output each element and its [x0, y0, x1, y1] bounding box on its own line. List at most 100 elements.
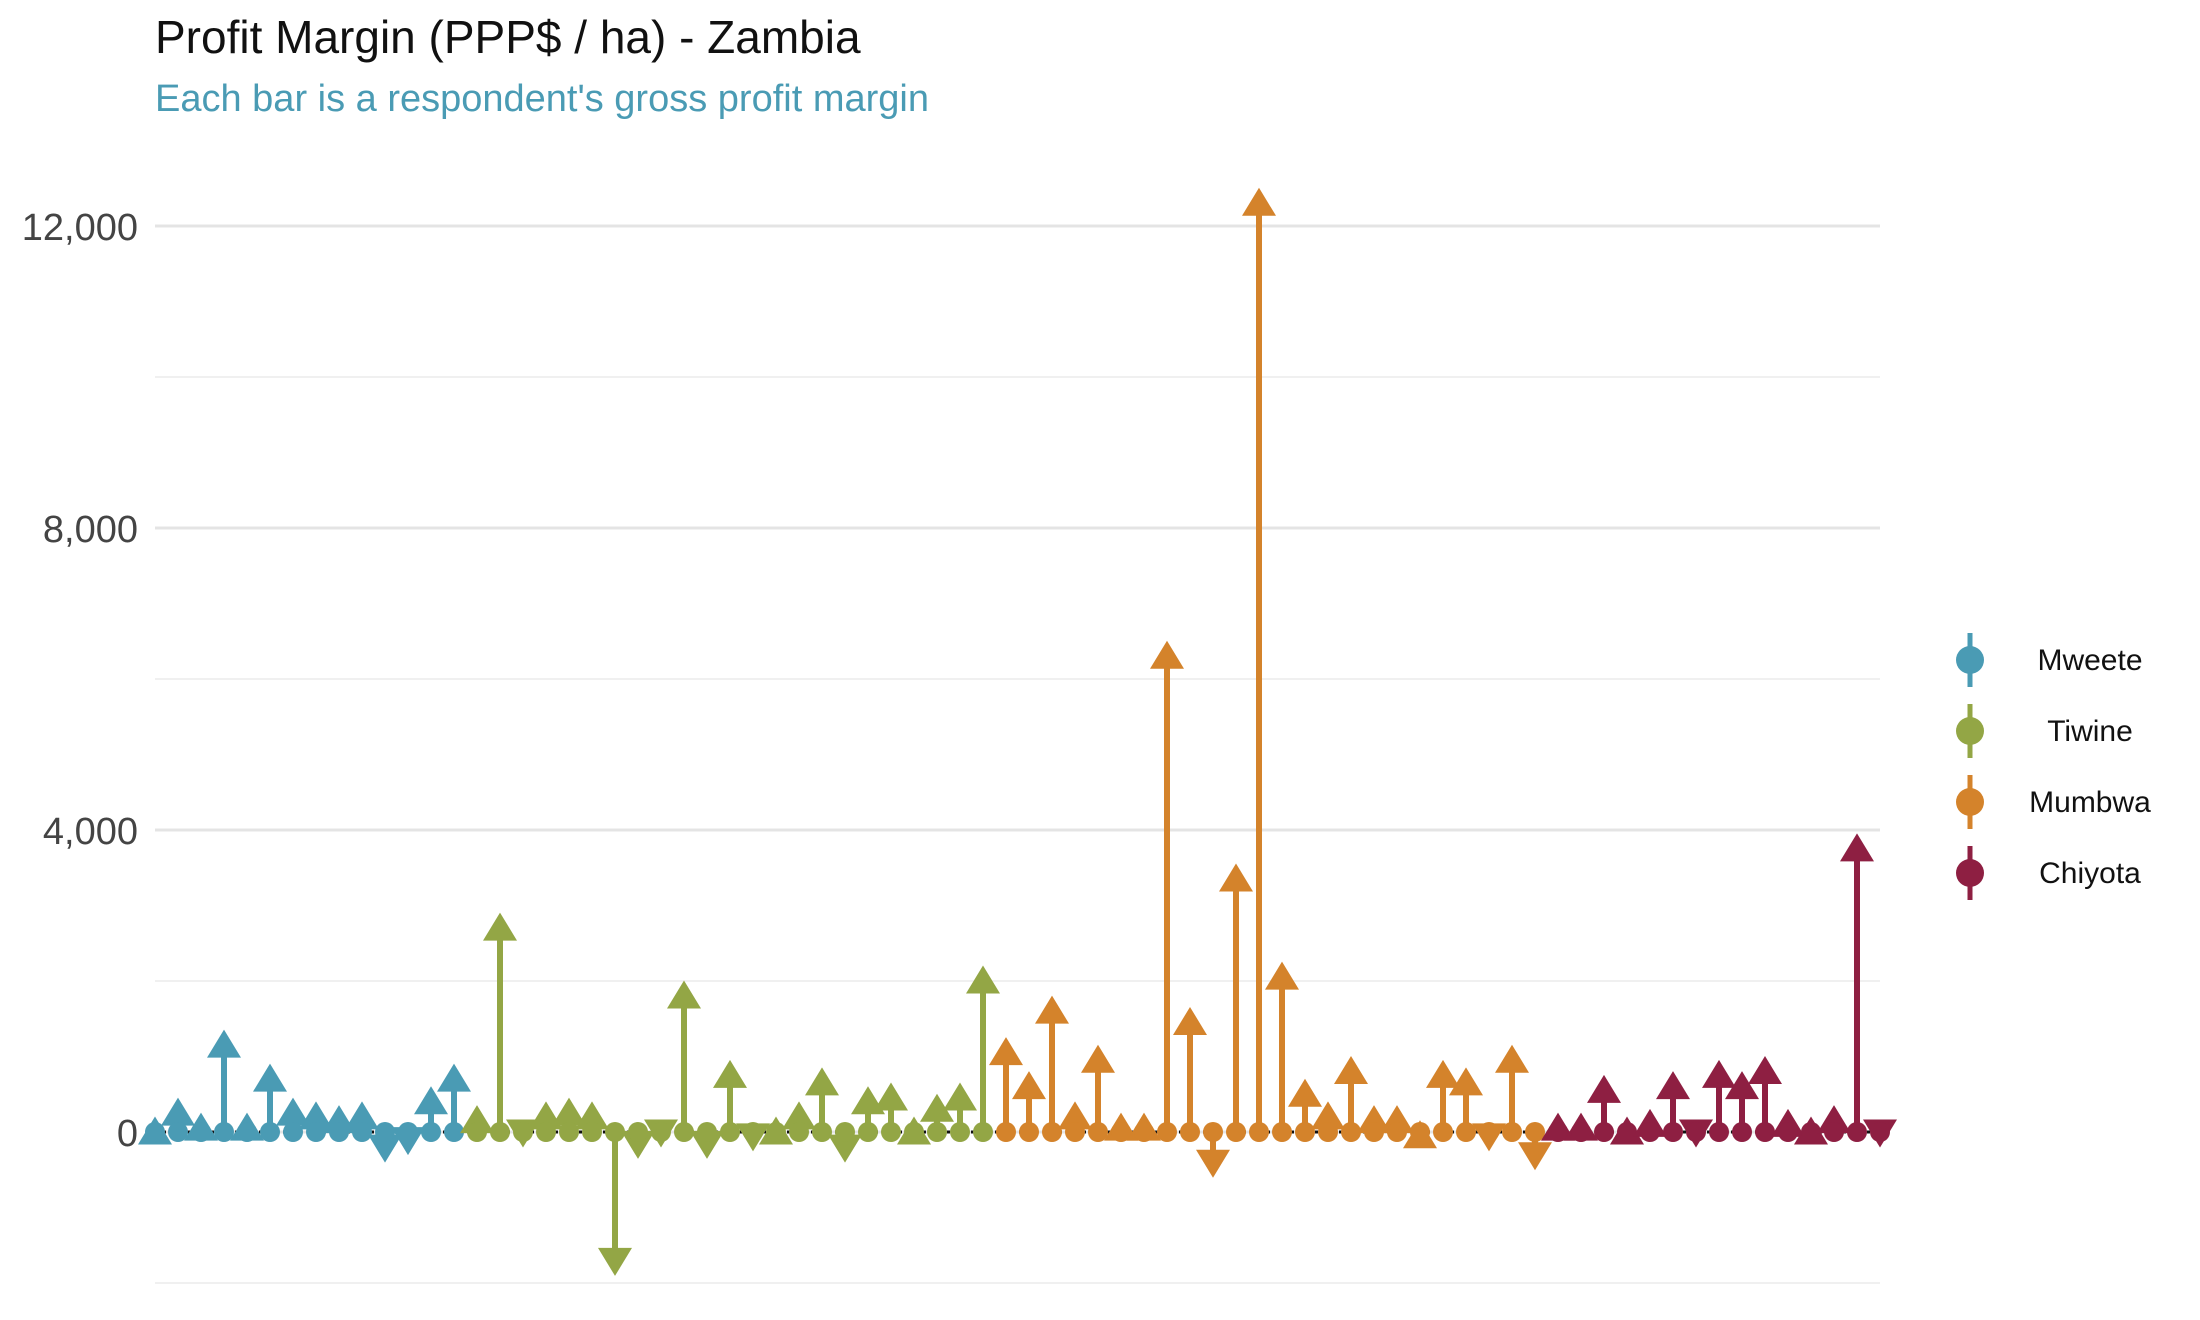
- bar-tiwine: [943, 1082, 977, 1142]
- bar-base-point: [1548, 1122, 1568, 1142]
- bar-tiwine: [736, 1122, 770, 1152]
- bar-mumbwa: [1449, 1067, 1483, 1142]
- bar-arrowhead: [989, 1037, 1023, 1066]
- legend-key: [1956, 775, 1984, 829]
- bar-base-point: [306, 1122, 326, 1142]
- bar-arrowhead: [1081, 1044, 1115, 1073]
- bar-base-point: [1571, 1122, 1591, 1142]
- bar-base-point: [398, 1122, 418, 1142]
- bar-mweete: [368, 1122, 402, 1163]
- bar-tiwine: [598, 1122, 632, 1276]
- bar-arrowhead: [943, 1082, 977, 1111]
- bar-chiyota: [1564, 1112, 1598, 1142]
- bar-base-point: [168, 1122, 188, 1142]
- y-axis: 0 4,000 8,000 12,000: [22, 207, 138, 1155]
- bar-base-point: [145, 1122, 165, 1142]
- bar-mumbwa: [1127, 1112, 1161, 1142]
- bar-base-point: [1778, 1122, 1798, 1142]
- bar-arrowhead: [1242, 187, 1276, 216]
- bar-mweete: [230, 1112, 264, 1142]
- bar-mumbwa: [1058, 1101, 1092, 1142]
- bar-base-point: [1479, 1122, 1499, 1142]
- bar-arrowhead: [1518, 1142, 1552, 1171]
- bar-mumbwa: [1403, 1120, 1437, 1149]
- bar-mumbwa: [1288, 1078, 1322, 1142]
- bar-mweete: [414, 1086, 448, 1142]
- bar-base-point: [490, 1122, 510, 1142]
- bar-arrowhead: [1495, 1044, 1529, 1073]
- chart-title: Profit Margin (PPP$ / ha) - Zambia: [155, 11, 861, 63]
- bar-arrowhead: [460, 1105, 494, 1134]
- bar-mumbwa: [1104, 1112, 1138, 1142]
- bar-mumbwa: [1518, 1122, 1552, 1171]
- bar-arrowhead: [782, 1101, 816, 1130]
- bar-base-point: [628, 1122, 648, 1142]
- bar-arrowhead: [368, 1134, 402, 1163]
- bar-tiwine: [460, 1105, 494, 1142]
- bar-base-point: [674, 1122, 694, 1142]
- bar-mumbwa: [1081, 1044, 1115, 1142]
- bar-base-point: [513, 1122, 533, 1142]
- legend-key-point: [1956, 859, 1984, 887]
- y-tick-label: 8,000: [43, 509, 138, 551]
- bar-mumbwa: [1311, 1101, 1345, 1142]
- bar-mweete: [299, 1101, 333, 1142]
- bar-arrowhead: [1426, 1059, 1460, 1088]
- legend-item-chiyota: Chiyota: [1940, 843, 2190, 914]
- bar-tiwine: [667, 980, 701, 1142]
- bar-base-point: [237, 1122, 257, 1142]
- bar-mweete: [276, 1097, 310, 1142]
- bar-mumbwa: [1242, 187, 1276, 1142]
- bar-chiyota: [1817, 1105, 1851, 1142]
- legend-key: [1956, 633, 1984, 687]
- bar-tiwine: [828, 1122, 862, 1163]
- bar-base-point: [904, 1122, 924, 1142]
- bar-arrowhead: [276, 1097, 310, 1126]
- bar-base-point: [444, 1122, 464, 1142]
- bar-base-point: [1019, 1122, 1039, 1142]
- bar-base-point: [1042, 1122, 1062, 1142]
- bar-base-point: [1640, 1122, 1660, 1142]
- bar-base-point: [536, 1122, 556, 1142]
- bar-chiyota: [1610, 1116, 1644, 1145]
- bar-tiwine: [805, 1067, 839, 1142]
- bar-base-point: [1594, 1122, 1614, 1142]
- y-tick-label: 4,000: [43, 811, 138, 853]
- bar-base-point: [720, 1122, 740, 1142]
- bar-base-point: [1088, 1122, 1108, 1142]
- bar-arrowhead: [345, 1101, 379, 1130]
- bar-mumbwa: [1472, 1122, 1506, 1152]
- bar-arrowhead: [713, 1059, 747, 1088]
- bar-arrowhead: [1219, 863, 1253, 892]
- bar-base-point: [1617, 1122, 1637, 1142]
- bar-base-point: [1249, 1122, 1269, 1142]
- gridlines: [155, 224, 1880, 1284]
- bar-arrowhead: [1449, 1067, 1483, 1096]
- bar-mweete: [391, 1122, 425, 1156]
- legend-label: Chiyota: [2039, 857, 2141, 890]
- bar-arrowhead: [1702, 1059, 1736, 1088]
- bar-arrowhead: [1196, 1149, 1230, 1178]
- bar-tiwine: [851, 1086, 885, 1142]
- bar-arrowhead: [1334, 1056, 1368, 1085]
- legend-item-mumbwa: Mumbwa: [1940, 772, 2190, 843]
- bar-base-point: [1387, 1122, 1407, 1142]
- bar-mweete: [345, 1101, 379, 1142]
- bar-arrowhead: [414, 1086, 448, 1115]
- bar-base-point: [858, 1122, 878, 1142]
- bar-base-point: [835, 1122, 855, 1142]
- bar-tiwine: [621, 1122, 655, 1159]
- bar-chiyota: [1863, 1119, 1897, 1148]
- bar-chiyota: [1679, 1119, 1713, 1148]
- bar-base-point: [1295, 1122, 1315, 1142]
- bar-tiwine: [690, 1122, 724, 1159]
- bar-base-point: [1364, 1122, 1384, 1142]
- legend-label: Mumbwa: [2029, 786, 2151, 819]
- bar-base-point: [1755, 1122, 1775, 1142]
- bar-tiwine: [759, 1116, 793, 1145]
- bar-arrowhead: [805, 1067, 839, 1096]
- bar-mumbwa: [1219, 863, 1253, 1142]
- bar-base-point: [1410, 1122, 1430, 1142]
- bar-base-point: [1663, 1122, 1683, 1142]
- bar-chiyota: [1840, 833, 1874, 1142]
